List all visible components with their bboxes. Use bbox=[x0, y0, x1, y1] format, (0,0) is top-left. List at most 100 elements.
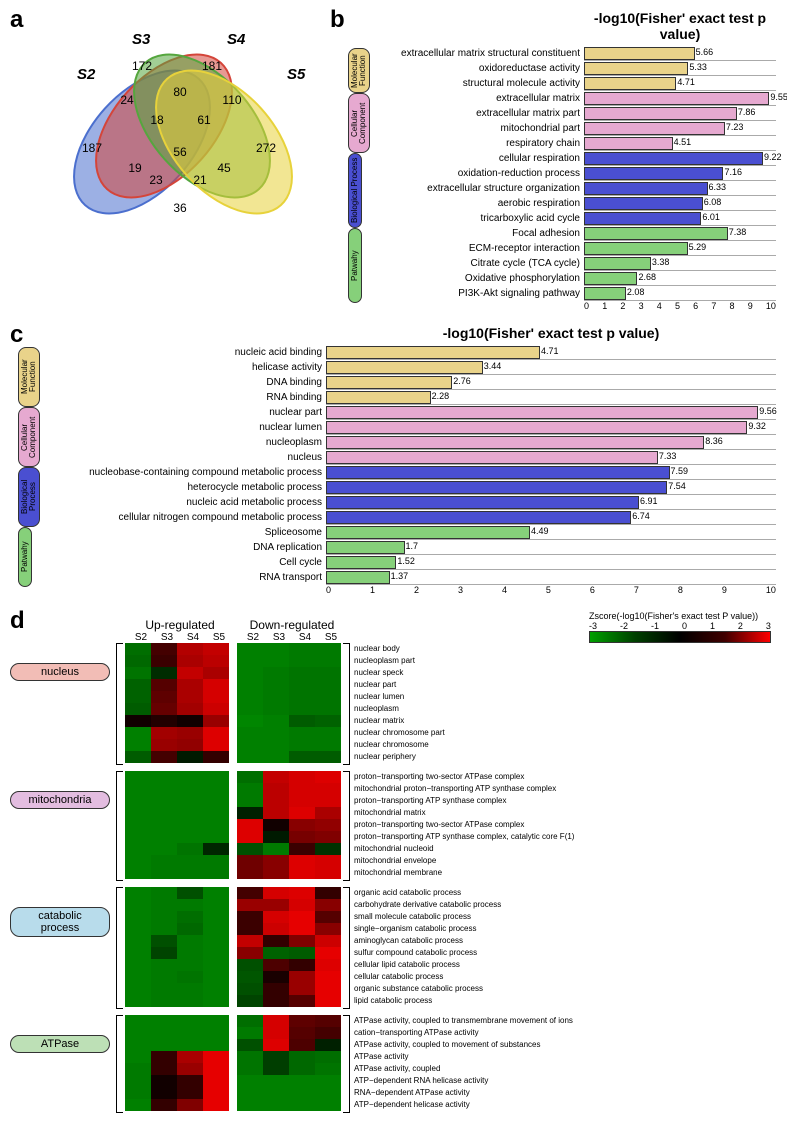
heatmap-cell bbox=[151, 679, 177, 691]
heatmap-cell bbox=[125, 643, 151, 655]
heatmap-row-label: proton−transporting ATP synthase complex… bbox=[350, 831, 574, 843]
heatmap-cell bbox=[263, 771, 289, 783]
heatmap-cell bbox=[203, 995, 229, 1007]
heatmap-row-label: RNA−dependent ATPase activity bbox=[350, 1087, 573, 1099]
heatmap-cell bbox=[289, 643, 315, 655]
heatmap-cell bbox=[289, 679, 315, 691]
bar-row-label: nucleoplasm bbox=[16, 437, 326, 448]
heatmap-cell bbox=[263, 995, 289, 1007]
venn-count: 61 bbox=[197, 113, 211, 127]
heatmap-cell bbox=[151, 691, 177, 703]
bar-row-label: PI3K-Akt signaling pathway bbox=[346, 288, 584, 299]
heatmap-col-label: S2 bbox=[128, 632, 154, 643]
heatmap-cell bbox=[177, 911, 203, 923]
heatmap-row-label: aminoglycan catabolic process bbox=[350, 935, 501, 947]
heatmap-cell bbox=[289, 923, 315, 935]
heatmap-cell bbox=[237, 771, 263, 783]
heatmap-col-label: S4 bbox=[180, 632, 206, 643]
heatmap-cell bbox=[263, 831, 289, 843]
heatmap-cell bbox=[263, 819, 289, 831]
heatmap-cell bbox=[177, 771, 203, 783]
heatmap-cell bbox=[151, 1075, 177, 1087]
heatmap-cell bbox=[315, 1015, 341, 1027]
panel-b-letter: b bbox=[330, 6, 345, 34]
heatmap-cell bbox=[315, 1039, 341, 1051]
heatmap-cell bbox=[177, 819, 203, 831]
heatmap-cell bbox=[237, 1039, 263, 1051]
heatmap-cell bbox=[237, 795, 263, 807]
bar bbox=[584, 272, 637, 285]
bar-value: 7.54 bbox=[668, 481, 686, 491]
heatmap-cell bbox=[203, 691, 229, 703]
heatmap-cell bbox=[203, 655, 229, 667]
heatmap-cell bbox=[263, 887, 289, 899]
bar bbox=[584, 167, 723, 180]
heatmap-panel: Up-regulatedDown-regulatedS2S3S4S5S2S3S4… bbox=[10, 611, 777, 1113]
bar-value: 9.32 bbox=[748, 421, 766, 431]
heatmap-cell bbox=[263, 1063, 289, 1075]
heatmap-cell bbox=[177, 1087, 203, 1099]
bar bbox=[326, 481, 667, 494]
category-pill: Patwahy bbox=[18, 527, 32, 587]
heatmap-cell bbox=[177, 807, 203, 819]
heatmap-cell bbox=[203, 983, 229, 995]
heatmap-cell bbox=[237, 819, 263, 831]
heatmap-row-label: nuclear part bbox=[350, 679, 445, 691]
category-pill: Molecular Function bbox=[348, 48, 370, 93]
heatmap-row-label: nuclear speck bbox=[350, 667, 445, 679]
heatmap-cell bbox=[315, 771, 341, 783]
heatmap-cell bbox=[315, 959, 341, 971]
heatmap-cell bbox=[237, 1099, 263, 1111]
heatmap-cell bbox=[151, 771, 177, 783]
heatmap-col-label: S5 bbox=[206, 632, 232, 643]
heatmap-cell bbox=[125, 771, 151, 783]
bar bbox=[584, 152, 763, 165]
bar-value: 9.56 bbox=[759, 406, 777, 416]
heatmap-cell bbox=[177, 959, 203, 971]
chart-title: -log10(Fisher' exact test p value) bbox=[16, 325, 776, 341]
heatmap-cell bbox=[151, 1063, 177, 1075]
heatmap-cell bbox=[125, 807, 151, 819]
heatmap-row-label: proton−transporting two-sector ATPase co… bbox=[350, 819, 574, 831]
heatmap-row-label: carbohydrate derivative catabolic proces… bbox=[350, 899, 501, 911]
heatmap-cell bbox=[289, 1075, 315, 1087]
heatmap-cell bbox=[237, 727, 263, 739]
heatmap-cell bbox=[177, 679, 203, 691]
heatmap-cell bbox=[203, 867, 229, 879]
bar-value: 4.49 bbox=[531, 526, 549, 536]
heatmap-col-label: S3 bbox=[266, 632, 292, 643]
heatmap-row-label: nucleoplasm bbox=[350, 703, 445, 715]
heatmap-row-label: proton−transporting two-sector ATPase co… bbox=[350, 771, 574, 783]
heatmap-cell bbox=[203, 819, 229, 831]
heatmap-row-label: proton−transporting ATP synthase complex bbox=[350, 795, 574, 807]
heatmap-cell bbox=[237, 1075, 263, 1087]
venn-count: 21 bbox=[193, 173, 207, 187]
heatmap-cell bbox=[203, 1015, 229, 1027]
heatmap-cell bbox=[151, 795, 177, 807]
heatmap-cell bbox=[125, 739, 151, 751]
heatmap-cell bbox=[177, 995, 203, 1007]
heatmap-group-pill: nucleus bbox=[10, 663, 110, 681]
bar-value: 4.71 bbox=[677, 77, 695, 87]
heatmap-cell bbox=[203, 751, 229, 763]
bar-row-label: helicase activity bbox=[16, 362, 326, 373]
heatmap-col-group: Down-regulated bbox=[240, 618, 344, 632]
heatmap-cell bbox=[177, 831, 203, 843]
heatmap-cell bbox=[151, 739, 177, 751]
heatmap-cell bbox=[315, 1075, 341, 1087]
bar bbox=[326, 511, 631, 524]
venn-count: 181 bbox=[202, 59, 222, 73]
heatmap-cell bbox=[203, 1099, 229, 1111]
heatmap-cell bbox=[125, 655, 151, 667]
bar-row-label: cellular nitrogen compound metabolic pro… bbox=[16, 512, 326, 523]
heatmap-cell bbox=[315, 1063, 341, 1075]
bar-value: 9.22 bbox=[764, 152, 782, 162]
bar bbox=[584, 287, 626, 300]
heatmap-cell bbox=[237, 1015, 263, 1027]
bar-value: 1.37 bbox=[391, 571, 409, 581]
category-pill: Biological Process bbox=[348, 153, 362, 228]
heatmap-cell bbox=[237, 831, 263, 843]
heatmap-col-group: Up-regulated bbox=[128, 618, 232, 632]
bar-row-label: Citrate cycle (TCA cycle) bbox=[346, 258, 584, 269]
bar-value: 6.91 bbox=[640, 496, 658, 506]
